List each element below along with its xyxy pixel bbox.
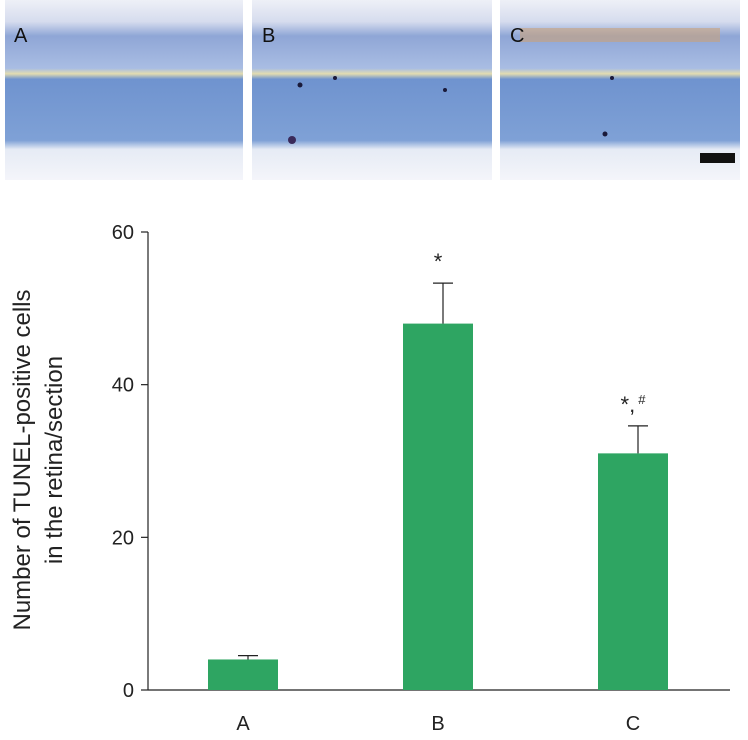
bar xyxy=(208,659,278,690)
micrograph-panels: A B C xyxy=(5,0,740,180)
error-bar xyxy=(238,655,258,660)
scale-bar xyxy=(700,153,735,163)
significance-text: * xyxy=(434,249,443,274)
stained-cell xyxy=(602,131,608,137)
x-tick-label: A xyxy=(236,713,250,735)
y-tick-label: 0 xyxy=(123,680,134,702)
stained-cell xyxy=(288,136,296,144)
significance-sup: # xyxy=(638,392,646,407)
bar xyxy=(598,453,668,690)
x-tick-label: B xyxy=(431,713,444,735)
stained-cell xyxy=(610,76,614,80)
y-tick-label: 40 xyxy=(112,375,134,397)
stained-cell xyxy=(443,88,447,92)
micrograph xyxy=(5,0,243,180)
error-bar xyxy=(628,425,648,454)
stain-band xyxy=(520,28,720,42)
significance-mark: *, # xyxy=(621,392,647,417)
stained-cell xyxy=(333,76,337,80)
significance-text: *, xyxy=(621,392,636,417)
panel-label: C xyxy=(510,25,524,47)
panel-label: A xyxy=(14,25,28,47)
significance-mark: * xyxy=(434,249,443,274)
bar-chart: 0 20 40 60 Number of TUNEL-positive cells in … xyxy=(9,222,730,735)
y-axis-label: in the retina/section xyxy=(41,356,68,564)
stained-cell xyxy=(297,82,303,88)
y-tick-label: 20 xyxy=(112,527,134,549)
panel-label: B xyxy=(262,25,275,47)
y-axis-label: Number of TUNEL-positive cells xyxy=(9,289,36,630)
x-tick-label: C xyxy=(626,713,640,735)
error-bar xyxy=(433,282,453,324)
bar xyxy=(403,323,473,690)
y-tick-label: 60 xyxy=(112,222,134,244)
micrograph xyxy=(252,0,492,180)
